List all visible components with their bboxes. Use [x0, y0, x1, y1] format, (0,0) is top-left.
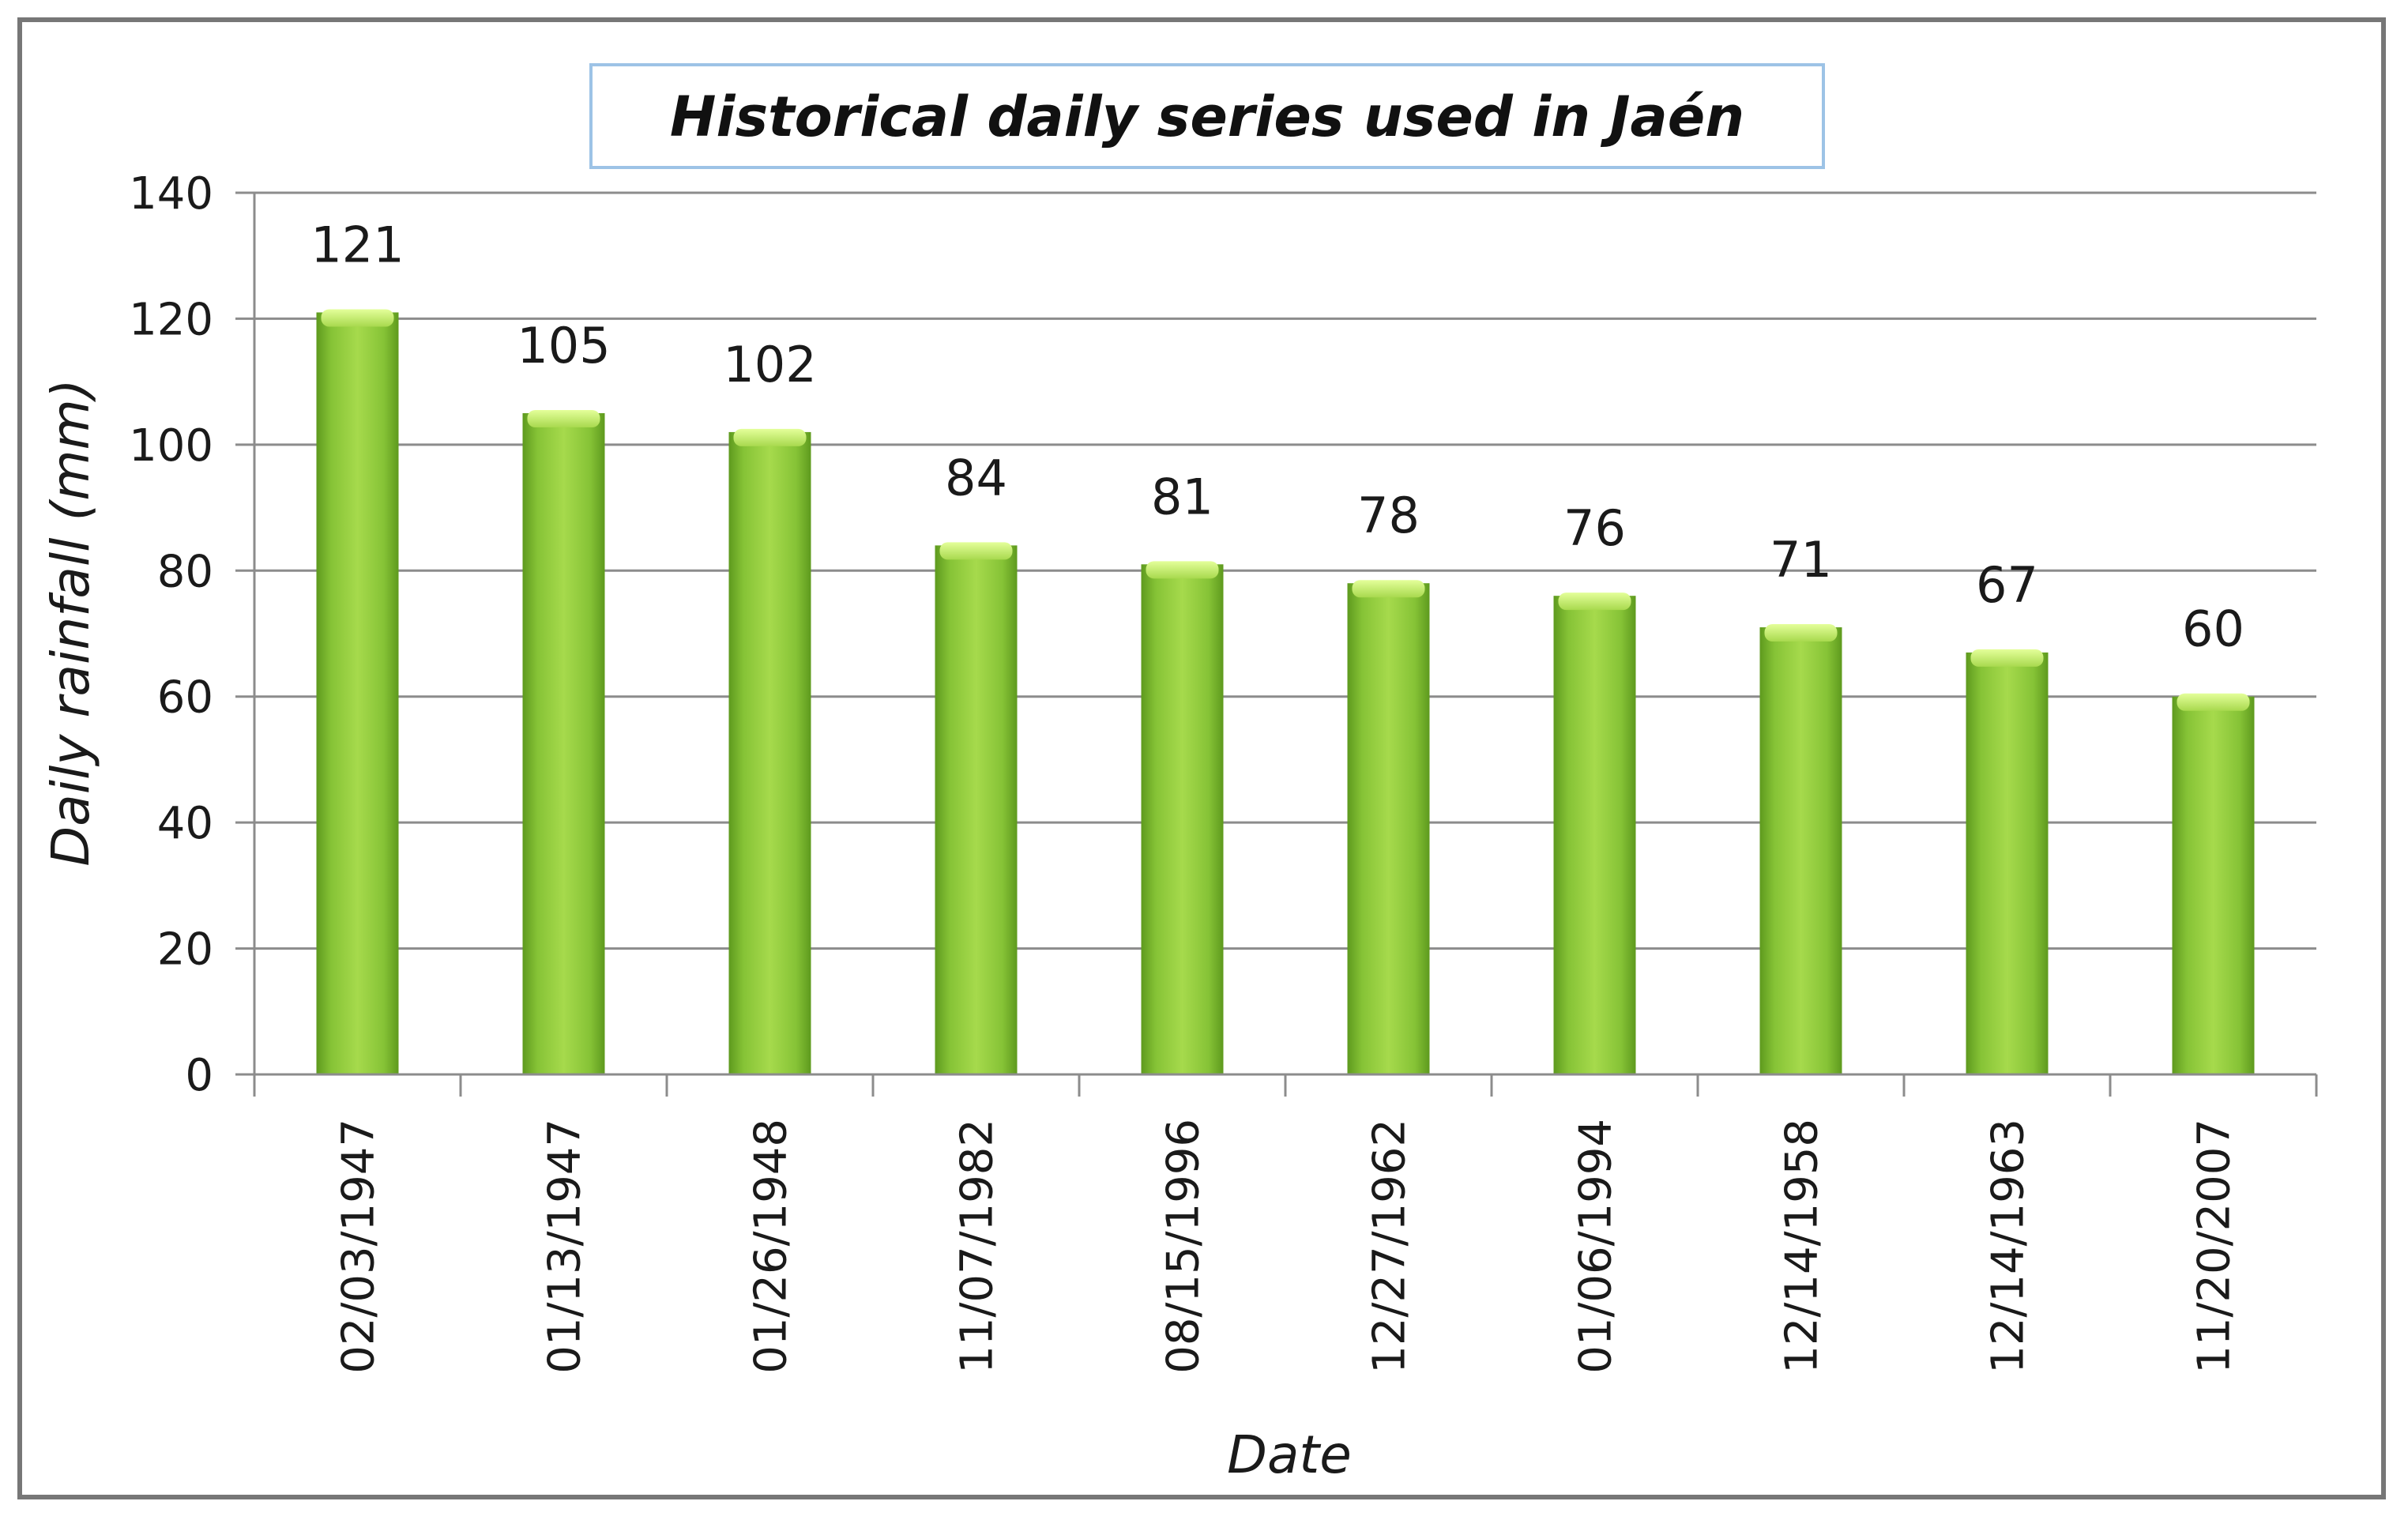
bar-cap — [1970, 649, 2044, 667]
data-label: 121 — [310, 216, 404, 273]
bar — [2172, 693, 2255, 1074]
y-tick-label: 60 — [157, 672, 213, 724]
bar-body — [1347, 583, 1430, 1074]
bar — [728, 428, 811, 1074]
data-label: 81 — [1151, 468, 1213, 525]
x-tick-label: 02/03/1947 — [333, 1119, 385, 1374]
bar-body — [935, 545, 1018, 1074]
bar-cap — [1352, 580, 1425, 598]
bar-body — [522, 413, 605, 1074]
bar-cap — [1764, 624, 1838, 642]
y-tick-label: 20 — [157, 924, 213, 976]
data-label: 60 — [2182, 600, 2244, 658]
bar-cap — [527, 410, 600, 427]
bar-cap — [733, 428, 807, 446]
x-tick-label: 01/13/1947 — [540, 1119, 591, 1374]
bar-body — [316, 312, 399, 1074]
x-tick-label: 12/14/1958 — [1777, 1119, 1828, 1374]
y-tick-label: 140 — [129, 168, 213, 220]
bar-cap — [1558, 593, 1631, 611]
y-axis-title: Daily rainfall (mm) — [40, 378, 101, 866]
bar — [316, 309, 399, 1074]
bars — [316, 309, 2255, 1074]
bar-body — [1759, 627, 1842, 1074]
y-tick-label: 120 — [129, 294, 213, 345]
bar-cap — [2177, 693, 2250, 711]
bar — [522, 410, 605, 1074]
bar-cap — [1146, 561, 1219, 579]
y-tick-label: 80 — [157, 546, 213, 597]
data-label: 102 — [723, 336, 816, 393]
bar — [1347, 580, 1430, 1074]
y-tick-label: 100 — [129, 420, 213, 472]
y-axis-ticks: 0 20 40 60 80 100 120 140 — [129, 168, 256, 1101]
x-tick-label: 12/27/1962 — [1364, 1119, 1416, 1374]
bar — [1141, 561, 1224, 1074]
data-label: 71 — [1770, 531, 1832, 589]
bar-body — [1141, 564, 1224, 1074]
x-axis: 02/03/1947 01/13/1947 01/26/1948 11/07/1982… — [253, 1073, 2318, 1374]
bar-body — [1553, 596, 1636, 1074]
chart-title-box: Historical daily series used in Jaén — [589, 63, 1825, 169]
x-axis-title: Date — [1227, 1424, 1352, 1485]
bar-body — [2172, 696, 2255, 1074]
bar-cap — [939, 542, 1013, 560]
bar — [935, 542, 1018, 1074]
chart-title: Historical daily series used in Jaén — [670, 85, 1744, 149]
x-tick-label: 08/15/1996 — [1158, 1119, 1210, 1374]
data-labels: 121 105 102 84 81 78 76 71 67 60 — [310, 216, 2244, 657]
x-tick-label: 12/14/1963 — [1983, 1119, 2034, 1374]
bar-body — [1966, 652, 2049, 1074]
data-label: 67 — [1976, 556, 2038, 614]
x-tick-label: 01/26/1948 — [746, 1119, 797, 1374]
x-tick-label: 01/06/1994 — [1571, 1119, 1622, 1374]
y-tick-label: 40 — [157, 798, 213, 849]
bar — [1966, 649, 2049, 1074]
data-label: 105 — [517, 317, 610, 374]
data-label: 78 — [1357, 487, 1420, 544]
y-tick-label: 0 — [185, 1050, 213, 1101]
bar-cap — [321, 309, 394, 327]
x-tick-label: 11/07/1982 — [952, 1119, 1003, 1374]
data-label: 84 — [945, 449, 1007, 506]
x-tick-label: 11/20/2007 — [2189, 1119, 2241, 1374]
bar — [1553, 593, 1636, 1074]
bar-body — [728, 431, 811, 1074]
bar — [1759, 624, 1842, 1074]
data-label: 76 — [1563, 499, 1626, 557]
